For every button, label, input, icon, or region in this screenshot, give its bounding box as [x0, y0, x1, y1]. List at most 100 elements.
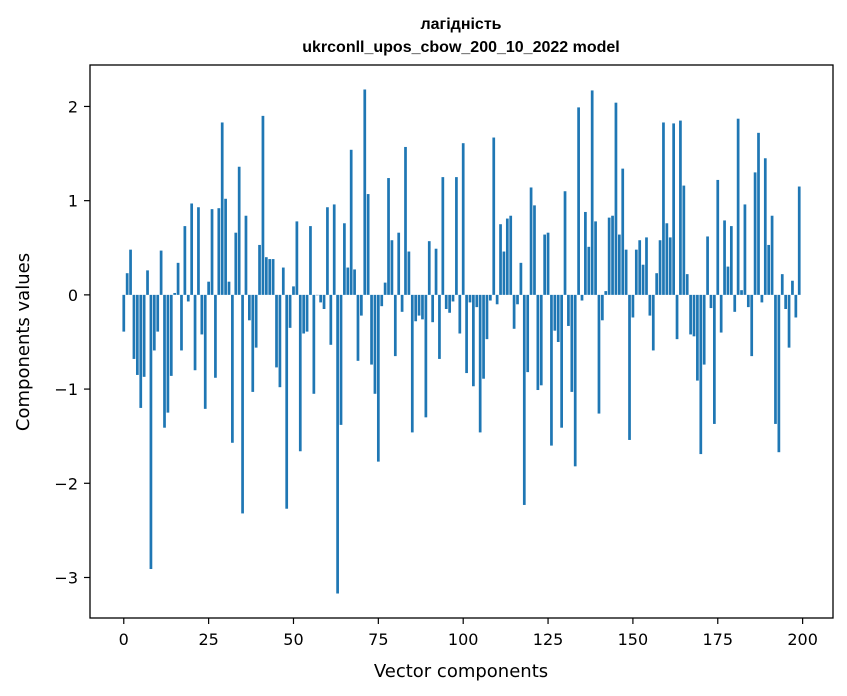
bar	[339, 294, 343, 425]
bar	[332, 204, 336, 295]
bar	[499, 224, 502, 295]
bar	[767, 244, 771, 295]
bar	[231, 294, 234, 443]
bar	[607, 217, 611, 295]
y-tick-label: 0	[68, 286, 78, 305]
bar	[692, 294, 696, 337]
bar	[125, 273, 129, 295]
bar	[536, 294, 540, 391]
bar	[597, 294, 601, 414]
bar	[207, 281, 210, 295]
bar	[288, 294, 292, 328]
bar	[689, 294, 692, 335]
y-tick-label: −3	[54, 568, 78, 587]
bar	[794, 294, 798, 318]
bar	[363, 89, 367, 295]
bar	[163, 294, 166, 428]
x-tick-label: 200	[787, 630, 818, 649]
bar	[577, 107, 580, 295]
bar	[302, 294, 306, 334]
chart-title: лагідність	[420, 16, 501, 33]
bar	[580, 294, 584, 301]
bar	[628, 294, 631, 440]
bar	[186, 294, 190, 302]
bar	[210, 209, 214, 295]
bar	[784, 294, 788, 309]
x-tick-label: 75	[368, 630, 388, 649]
bar	[451, 294, 455, 302]
bar	[285, 294, 289, 509]
bar	[424, 294, 428, 418]
bar	[370, 294, 373, 365]
bar	[679, 120, 682, 295]
bar	[122, 294, 126, 332]
bar	[651, 294, 655, 351]
bar	[645, 237, 648, 295]
bar	[417, 294, 421, 316]
bar	[648, 294, 652, 316]
bar	[197, 207, 200, 295]
bar	[142, 294, 146, 377]
bar	[655, 273, 659, 295]
bar	[746, 294, 750, 308]
bar	[472, 294, 475, 387]
bar	[587, 246, 591, 295]
bar	[346, 267, 350, 295]
bar	[553, 294, 557, 331]
bar	[214, 294, 217, 378]
bar	[492, 137, 496, 295]
bar	[319, 294, 322, 303]
bar	[278, 294, 282, 388]
bar	[414, 294, 418, 322]
bar	[193, 294, 197, 371]
bar	[224, 198, 227, 295]
bar	[241, 294, 244, 514]
bar	[397, 232, 401, 295]
bar	[699, 294, 703, 455]
bar	[258, 244, 261, 295]
bar	[455, 177, 458, 295]
bar	[427, 241, 431, 295]
bar	[624, 249, 628, 295]
x-tick-label: 175	[702, 630, 733, 649]
bar	[135, 294, 139, 375]
y-tick-label: 1	[68, 192, 78, 211]
y-tick-label: −2	[54, 474, 78, 493]
bar	[685, 274, 689, 295]
bar	[309, 226, 312, 295]
bar	[590, 90, 594, 295]
bar	[173, 292, 177, 295]
bar	[237, 166, 241, 295]
bar	[696, 294, 699, 381]
bar	[512, 294, 516, 329]
bar	[275, 294, 278, 368]
bar	[516, 294, 519, 305]
bar	[682, 185, 686, 295]
bar	[774, 294, 777, 424]
bar	[461, 143, 465, 295]
bar	[393, 294, 397, 357]
bar	[203, 294, 207, 409]
bar	[584, 211, 587, 295]
x-tick-label: 150	[618, 630, 649, 649]
bar	[400, 294, 404, 312]
bar	[152, 294, 156, 351]
bar	[387, 178, 390, 295]
bar	[200, 294, 204, 335]
bar	[220, 122, 224, 295]
x-tick-label: 25	[198, 630, 218, 649]
x-tick-label: 50	[283, 630, 303, 649]
bar	[658, 240, 662, 295]
bar	[431, 294, 435, 323]
bar	[713, 294, 716, 424]
bar	[268, 259, 272, 295]
bar	[129, 249, 132, 295]
bar	[662, 122, 665, 295]
bar	[709, 294, 713, 309]
bar	[448, 294, 451, 313]
bar	[621, 168, 625, 295]
bar	[631, 294, 635, 318]
bar	[441, 177, 445, 295]
x-axis: 0 25 50 75 100 125 150 175 200	[119, 618, 818, 649]
bar	[353, 269, 356, 295]
